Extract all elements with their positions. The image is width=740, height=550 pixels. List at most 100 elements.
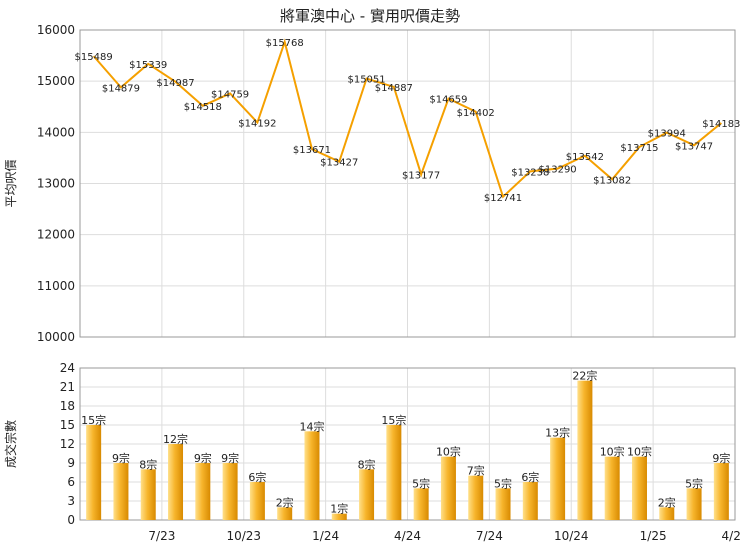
price-y-tick-label: 12000	[37, 228, 75, 242]
volume-bar	[713, 463, 729, 520]
price-data-label: $14887	[375, 83, 413, 94]
price-data-label: $13994	[648, 129, 686, 140]
volume-bar	[304, 431, 320, 520]
chart-title: 將軍澳中心 - 實用呎價走勢	[280, 7, 460, 25]
volume-data-label: 9宗	[194, 451, 212, 465]
volume-data-label: 13宗	[545, 426, 570, 440]
volume-bar	[468, 475, 484, 520]
volume-y-tick-label: 6	[67, 475, 75, 489]
x-tick-label: 4/25	[722, 529, 740, 543]
volume-bar	[195, 463, 211, 520]
volume-data-label: 1宗	[330, 502, 348, 516]
volume-data-label: 2宗	[658, 495, 676, 509]
price-data-label: $13427	[320, 158, 358, 169]
price-y-tick-label: 14000	[37, 125, 75, 139]
price-series-line	[92, 38, 722, 199]
volume-bar	[249, 482, 265, 520]
x-tick-label: 4/24	[394, 529, 421, 543]
volume-bar	[686, 488, 702, 520]
volume-bar	[331, 513, 347, 520]
volume-data-label: 10宗	[600, 445, 625, 459]
price-data-label: $13747	[675, 141, 713, 152]
volume-bar	[522, 482, 538, 520]
volume-data-label: 9宗	[221, 451, 239, 465]
volume-bar	[659, 507, 675, 520]
price-y-tick-label: 10000	[37, 330, 75, 344]
volume-bar	[113, 463, 129, 520]
volume-y-tick-label: 3	[67, 494, 75, 508]
volume-data-label: 6宗	[248, 470, 266, 484]
price-data-label: $15489	[75, 52, 113, 63]
price-data-label: $15051	[347, 75, 385, 86]
price-y-tick-label: 16000	[37, 23, 75, 37]
volume-data-label: 14宗	[299, 419, 324, 433]
x-tick-label: 7/23	[148, 529, 175, 543]
price-line-chart: 10000 11000 12000 13000 14000 15000 16000 平均呎價 $…	[4, 23, 740, 344]
price-data-label: $14183	[702, 119, 740, 130]
volume-data-label: 15宗	[381, 413, 406, 427]
volume-data-label: 9宗	[712, 451, 730, 465]
price-data-label: $13082	[593, 175, 631, 186]
volume-data-label: 10宗	[627, 445, 652, 459]
volume-bar	[386, 425, 402, 520]
price-data-label: $15768	[266, 38, 304, 49]
volume-y-tick-label: 24	[60, 361, 75, 375]
volume-y-axis-label: 成交宗數	[3, 420, 18, 468]
x-tick-label: 1/24	[312, 529, 339, 543]
transaction-bar-chart: 0 3 6 9 12 15 18 21 24 成交宗數 15宗 9宗 8宗 12宗 9宗 9宗 6宗 2宗 14宗 1…	[3, 361, 740, 543]
volume-bar	[604, 456, 620, 520]
price-data-label: $14759	[211, 89, 249, 100]
volume-data-label: 5宗	[494, 476, 512, 490]
volume-data-label: 8宗	[358, 457, 376, 471]
price-plot-frame	[79, 29, 736, 338]
volume-y-tick-label: 18	[60, 399, 75, 413]
volume-data-label: 10宗	[436, 445, 461, 459]
volume-data-label: 5宗	[412, 476, 430, 490]
price-data-label: $13671	[293, 145, 331, 156]
volume-y-tick-label: 12	[60, 437, 75, 451]
volume-data-label: 8宗	[139, 457, 157, 471]
price-y-tick-label: 15000	[37, 74, 75, 88]
volume-data-label: 15宗	[81, 413, 106, 427]
volume-data-label: 9宗	[112, 451, 130, 465]
x-tick-label: 1/25	[640, 529, 667, 543]
volume-bar	[413, 488, 429, 520]
price-data-label: $14192	[238, 119, 276, 130]
volume-y-tick-label: 15	[60, 418, 75, 432]
price-data-label: $14518	[184, 102, 222, 113]
price-y-axis-label: 平均呎價	[4, 159, 18, 207]
price-data-label: $15339	[129, 60, 167, 71]
x-tick-label: 10/24	[554, 529, 589, 543]
volume-bar	[577, 380, 593, 520]
volume-bar	[277, 507, 293, 520]
volume-bar	[440, 456, 456, 520]
price-data-label: $14659	[429, 95, 467, 106]
x-tick-label: 10/23	[226, 529, 261, 543]
volume-bar	[86, 425, 102, 520]
volume-bar	[495, 488, 511, 520]
price-data-label: $13542	[566, 152, 604, 163]
volume-bar	[631, 456, 647, 520]
volume-bar	[359, 469, 375, 520]
volume-bar	[140, 469, 156, 520]
volume-bar	[168, 444, 184, 520]
price-data-label: $12741	[484, 193, 522, 204]
price-data-label: $13715	[620, 143, 658, 154]
price-y-tick-label: 13000	[37, 177, 75, 191]
volume-plot-frame	[79, 367, 736, 521]
price-data-label: $13290	[539, 165, 577, 176]
volume-data-label: 12宗	[163, 432, 188, 446]
price-data-label: $13177	[402, 170, 440, 181]
volume-data-label: 2宗	[276, 495, 294, 509]
price-data-label: $13238	[511, 167, 549, 178]
volume-y-tick-label: 0	[67, 513, 75, 527]
x-tick-label: 7/24	[476, 529, 503, 543]
price-data-label: $14987	[156, 78, 194, 89]
volume-data-label: 7宗	[467, 464, 485, 478]
volume-data-label: 22宗	[572, 369, 597, 383]
volume-y-tick-label: 21	[60, 380, 75, 394]
volume-data-label: 6宗	[521, 470, 539, 484]
volume-y-tick-label: 9	[67, 456, 75, 470]
volume-bar	[222, 463, 238, 520]
